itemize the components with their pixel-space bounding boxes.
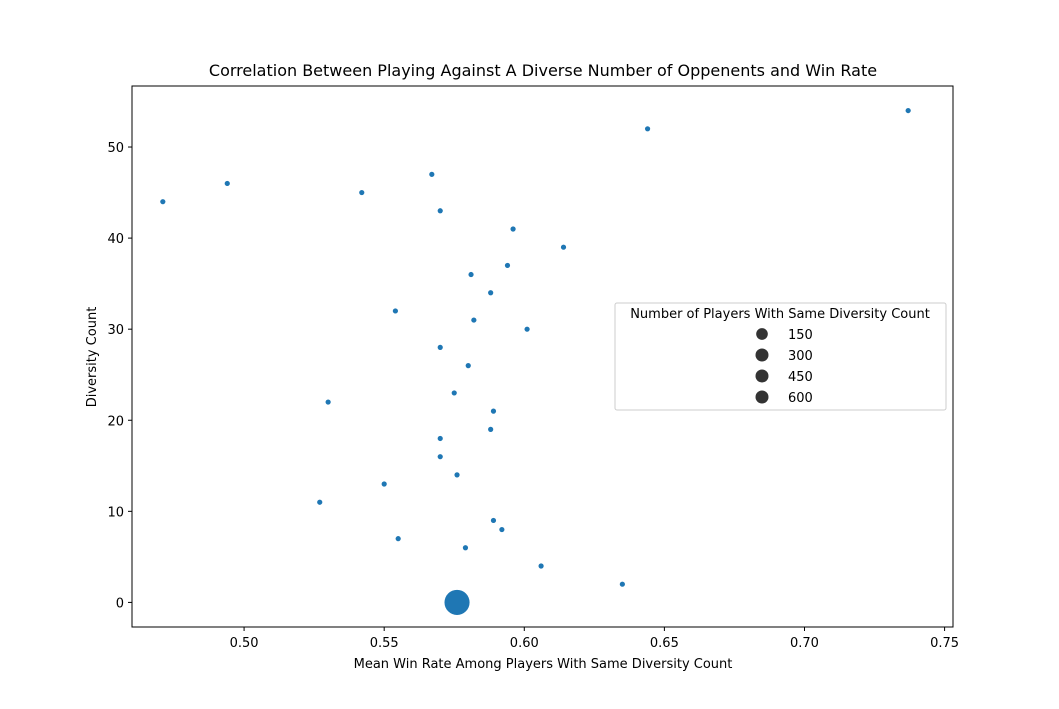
data-point	[395, 536, 401, 542]
data-point	[510, 226, 516, 232]
data-point	[462, 545, 469, 551]
data-point	[905, 107, 911, 114]
data-point	[224, 180, 230, 187]
data-point	[538, 563, 544, 569]
y-tick-label: 50	[107, 141, 124, 156]
data-point	[504, 262, 511, 269]
legend-marker	[756, 328, 768, 340]
legend-title: Number of Players With Same Diversity Co…	[630, 307, 930, 322]
data-point	[488, 290, 494, 296]
data-point	[437, 435, 443, 442]
x-tick-label: 0.50	[230, 636, 259, 651]
plot-frame	[131, 85, 954, 628]
data-point	[444, 589, 470, 615]
legend: Number of Players With Same Diversity Co…	[614, 302, 947, 411]
y-tick-label: 0	[116, 596, 124, 611]
data-point	[437, 454, 443, 460]
y-tick-label: 30	[107, 323, 124, 338]
data-point	[490, 517, 497, 524]
chart-title: Correlation Between Playing Against A Di…	[209, 61, 877, 80]
data-points	[160, 107, 911, 615]
legend-label: 300	[788, 349, 813, 364]
data-point	[465, 363, 471, 369]
y-axis: 0 10 20 30 40 50	[107, 141, 132, 611]
data-point	[488, 426, 494, 432]
x-tick-label: 0.75	[930, 636, 959, 651]
data-point	[468, 271, 474, 278]
data-point	[454, 472, 460, 478]
data-point	[317, 499, 323, 505]
legend-label: 600	[788, 391, 813, 406]
legend-label: 450	[788, 370, 813, 385]
legend-marker	[755, 348, 769, 362]
y-tick-label: 20	[107, 414, 124, 429]
data-point	[560, 244, 567, 250]
y-tick-label: 40	[107, 232, 124, 247]
data-point	[381, 481, 387, 487]
data-point	[451, 390, 457, 396]
data-point	[471, 317, 477, 323]
data-point	[490, 408, 497, 414]
data-point	[392, 308, 398, 314]
x-axis-title: Mean Win Rate Among Players With Same Di…	[354, 657, 733, 672]
data-point	[359, 189, 365, 196]
data-point	[644, 126, 651, 132]
data-point	[437, 344, 443, 350]
x-tick-label: 0.60	[510, 636, 539, 651]
data-point	[619, 581, 625, 587]
data-point	[499, 526, 505, 533]
legend-marker	[755, 369, 769, 383]
x-axis: 0.50 0.55 0.60 0.65 0.70 0.75	[230, 627, 959, 651]
legend-marker	[755, 390, 769, 404]
legend-items: 150 300 450 600	[755, 328, 813, 406]
y-tick-label: 10	[107, 505, 124, 520]
data-point	[160, 199, 166, 205]
legend-label: 150	[788, 328, 813, 343]
data-point	[437, 208, 443, 214]
x-tick-label: 0.65	[650, 636, 679, 651]
data-point	[325, 399, 331, 405]
x-tick-label: 0.55	[370, 636, 399, 651]
y-axis-title: Diversity Count	[85, 307, 100, 408]
data-point	[429, 171, 435, 177]
x-tick-label: 0.70	[790, 636, 819, 651]
legend-box	[614, 302, 947, 411]
data-point	[524, 326, 530, 332]
